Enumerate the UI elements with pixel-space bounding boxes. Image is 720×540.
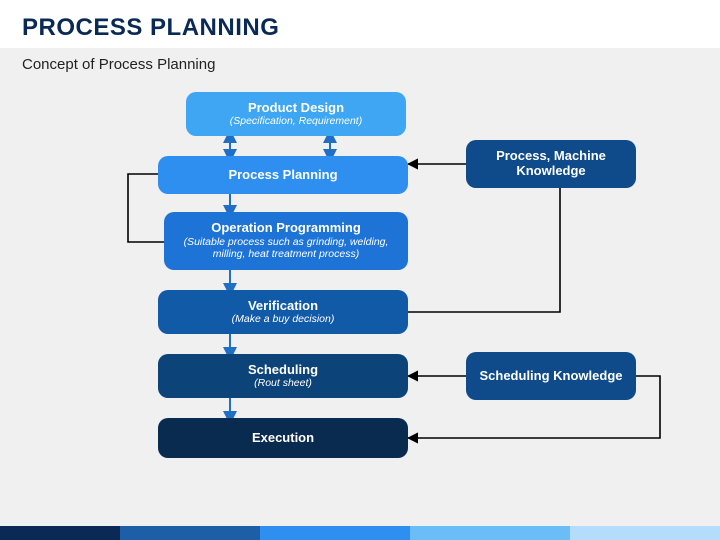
node-sublabel: (Suitable process such as grinding, weld… (172, 236, 400, 260)
flow-node-k1: Scheduling Knowledge (466, 352, 636, 400)
flow-node-k0: Process, Machine Knowledge (466, 140, 636, 188)
header: PROCESS PLANNING (0, 0, 720, 48)
node-label: Scheduling (248, 363, 318, 378)
page-title: PROCESS PLANNING (22, 14, 698, 42)
node-label: Process Planning (228, 168, 337, 183)
node-label: Process, Machine Knowledge (474, 149, 628, 179)
flow-node-n4: Scheduling(Rout sheet) (158, 354, 408, 398)
footer-segment (0, 526, 120, 540)
node-label: Execution (252, 431, 314, 446)
footer-segment (120, 526, 260, 540)
flow-node-n0: Product Design(Specification, Requiremen… (186, 92, 406, 136)
node-sublabel: (Rout sheet) (254, 377, 312, 389)
node-label: Operation Programming (211, 221, 361, 236)
node-label: Scheduling Knowledge (479, 369, 622, 384)
footer-accent (0, 526, 720, 540)
flow-node-n1: Process Planning (158, 156, 408, 194)
footer-segment (260, 526, 410, 540)
node-label: Verification (248, 299, 318, 314)
page-subtitle: Concept of Process Planning (0, 48, 720, 73)
node-label: Product Design (248, 101, 344, 116)
flow-node-n2: Operation Programming(Suitable process s… (164, 212, 408, 270)
node-sublabel: (Specification, Requirement) (230, 115, 362, 127)
flow-node-n5: Execution (158, 418, 408, 458)
flow-connectors (0, 0, 720, 540)
footer-segment (410, 526, 570, 540)
flow-node-n3: Verification(Make a buy decision) (158, 290, 408, 334)
footer-segment (570, 526, 720, 540)
node-sublabel: (Make a buy decision) (232, 313, 335, 325)
